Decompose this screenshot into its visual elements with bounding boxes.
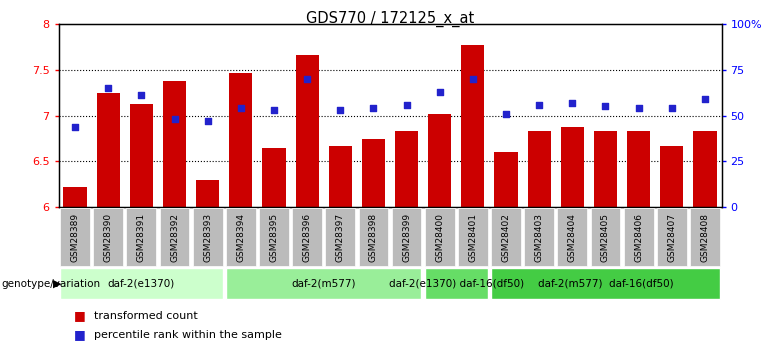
Text: GDS770 / 172125_x_at: GDS770 / 172125_x_at [306, 10, 474, 27]
Bar [660, 146, 683, 207]
Bar [60, 268, 222, 299]
Bar [491, 268, 720, 299]
Bar [94, 208, 123, 266]
Text: GSM28405: GSM28405 [601, 213, 610, 262]
Bar [292, 208, 322, 266]
Text: GSM28397: GSM28397 [335, 213, 345, 262]
Bar [524, 208, 554, 266]
Point [69, 124, 81, 129]
Point [135, 93, 147, 98]
Bar [229, 72, 253, 207]
Bar [495, 152, 518, 207]
Text: GSM28402: GSM28402 [502, 213, 511, 262]
Text: GSM28408: GSM28408 [700, 213, 710, 262]
Bar [491, 208, 521, 266]
Point [334, 107, 346, 113]
Text: GSM28393: GSM28393 [203, 213, 212, 262]
Bar [594, 131, 617, 207]
Bar [558, 208, 587, 266]
Bar [126, 208, 156, 266]
Bar [461, 45, 484, 207]
Bar [97, 93, 120, 207]
Point [235, 106, 247, 111]
Text: GSM28399: GSM28399 [402, 213, 411, 262]
Point [466, 76, 479, 82]
Point [400, 102, 413, 107]
Text: GSM28395: GSM28395 [269, 213, 278, 262]
Text: ▶: ▶ [53, 279, 62, 289]
Point [367, 106, 380, 111]
Bar [527, 131, 551, 207]
Bar [359, 208, 388, 266]
Text: GSM28406: GSM28406 [634, 213, 644, 262]
Bar [328, 146, 352, 207]
Point [599, 104, 612, 109]
Text: GSM28398: GSM28398 [369, 213, 378, 262]
Bar [458, 208, 488, 266]
Text: ■: ■ [74, 328, 86, 341]
Bar [627, 131, 651, 207]
Bar [262, 148, 285, 207]
Bar [428, 114, 452, 207]
Bar [325, 208, 355, 266]
Bar [362, 139, 385, 207]
Text: daf-2(e1370) daf-16(df50): daf-2(e1370) daf-16(df50) [388, 279, 524, 289]
Bar [196, 180, 219, 207]
Bar [129, 104, 153, 207]
Bar [63, 187, 87, 207]
Text: ■: ■ [74, 309, 86, 322]
Text: GSM28404: GSM28404 [568, 213, 577, 262]
Bar [561, 127, 584, 207]
Text: GSM28390: GSM28390 [104, 213, 113, 262]
Point [500, 111, 512, 117]
Bar [690, 208, 720, 266]
Bar [193, 208, 222, 266]
Text: GSM28407: GSM28407 [667, 213, 676, 262]
Point [201, 118, 214, 124]
Point [533, 102, 545, 107]
Point [699, 96, 711, 102]
Point [268, 107, 280, 113]
Text: daf-2(e1370): daf-2(e1370) [108, 279, 175, 289]
Bar [425, 268, 488, 299]
Bar [60, 208, 90, 266]
Point [633, 106, 645, 111]
Bar [392, 208, 421, 266]
Text: GSM28401: GSM28401 [468, 213, 477, 262]
Bar [624, 208, 654, 266]
Text: GSM28396: GSM28396 [303, 213, 312, 262]
Text: percentile rank within the sample: percentile rank within the sample [94, 330, 282, 339]
Text: GSM28389: GSM28389 [70, 213, 80, 262]
Bar [425, 208, 455, 266]
Text: genotype/variation: genotype/variation [2, 279, 101, 289]
Text: GSM28400: GSM28400 [435, 213, 445, 262]
Bar [163, 81, 186, 207]
Point [102, 85, 115, 91]
Point [566, 100, 579, 106]
Text: GSM28394: GSM28394 [236, 213, 246, 262]
Point [434, 89, 446, 95]
Bar [226, 268, 421, 299]
Bar [395, 131, 418, 207]
Point [301, 76, 314, 82]
Bar [226, 208, 256, 266]
Bar [657, 208, 686, 266]
Text: daf-2(m577): daf-2(m577) [292, 279, 356, 289]
Bar [590, 208, 620, 266]
Point [665, 106, 678, 111]
Bar [259, 208, 289, 266]
Text: GSM28392: GSM28392 [170, 213, 179, 262]
Bar [693, 131, 717, 207]
Bar [296, 55, 319, 207]
Text: GSM28403: GSM28403 [534, 213, 544, 262]
Text: daf-2(m577)  daf-16(df50): daf-2(m577) daf-16(df50) [537, 279, 673, 289]
Text: GSM28391: GSM28391 [136, 213, 146, 262]
Bar [160, 208, 190, 266]
Text: transformed count: transformed count [94, 311, 197, 321]
Point [168, 117, 181, 122]
